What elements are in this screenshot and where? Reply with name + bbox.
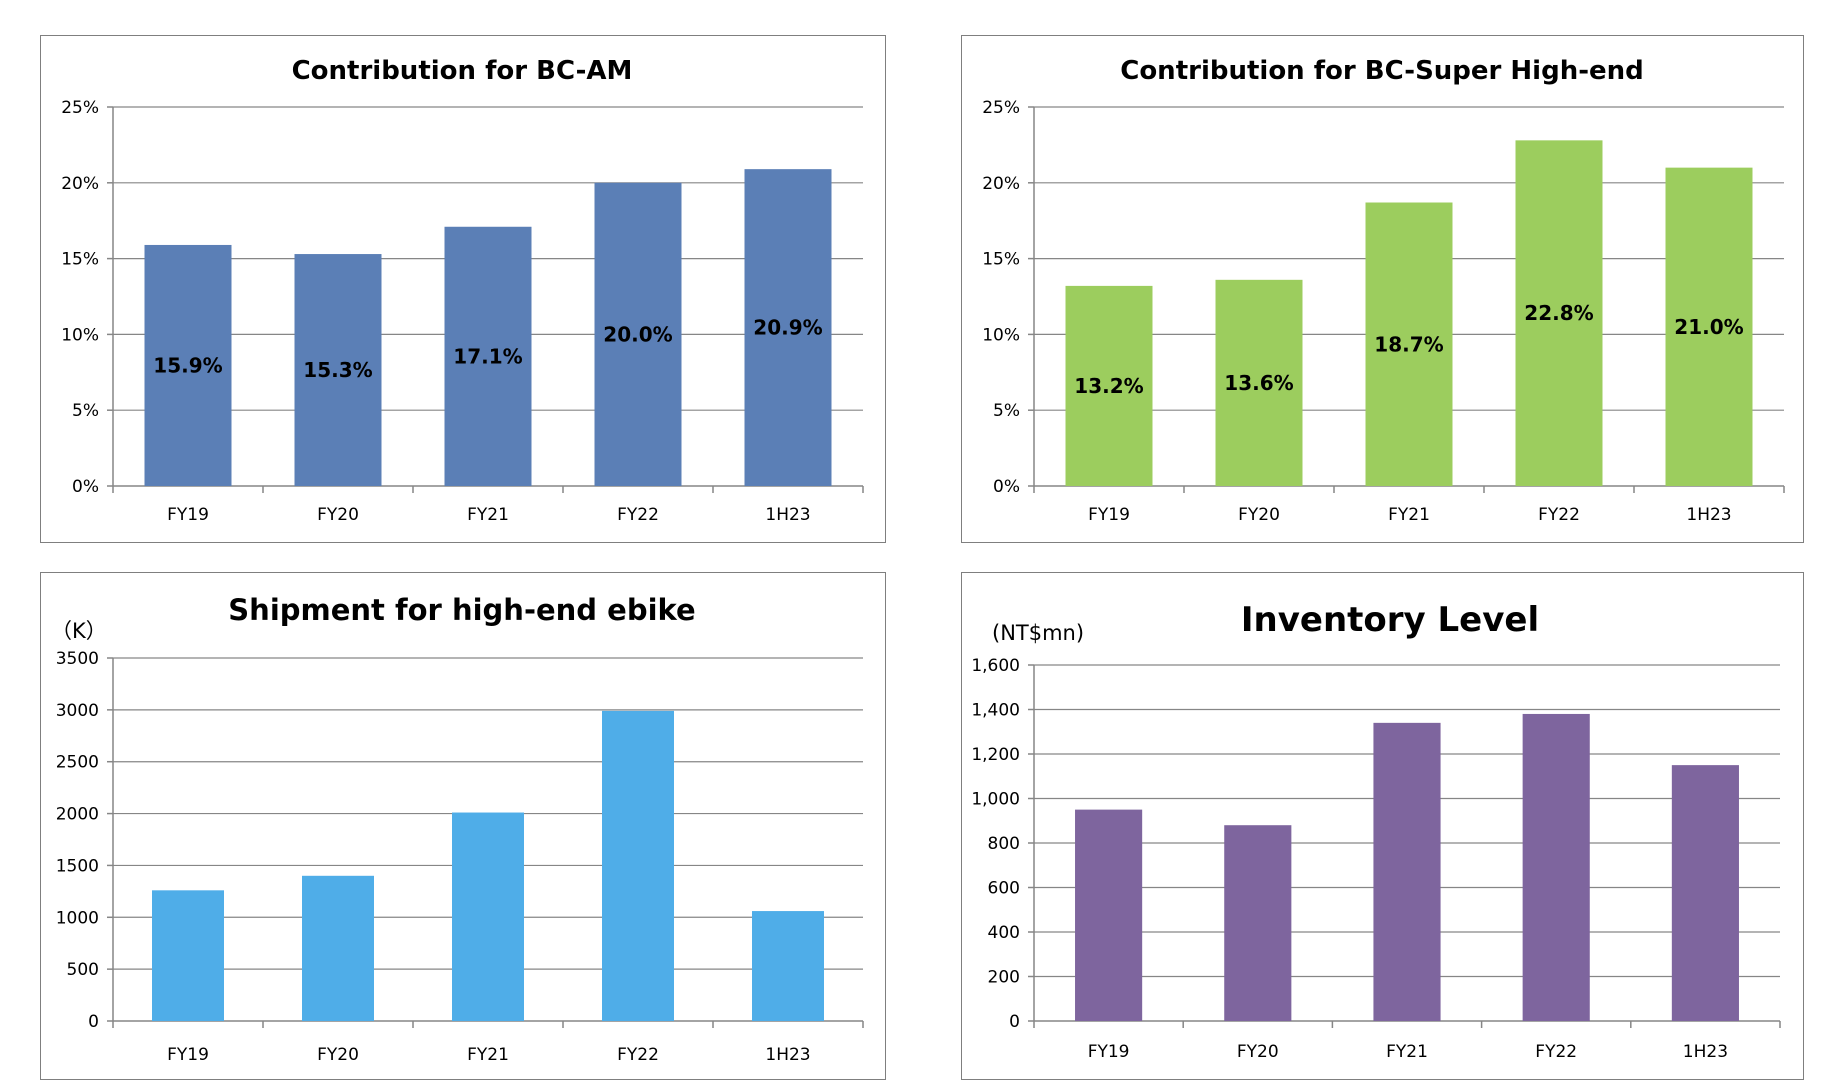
chart-bc-super-high-end: Contribution for BC-Super High-end 0% 5% 1… — [982, 56, 1785, 525]
bar — [1671, 765, 1739, 1021]
bar — [1665, 167, 1753, 486]
chart-title: Contribution for BC-Super High-end — [1120, 56, 1644, 86]
x-tick-label: FY20 — [317, 505, 359, 525]
x-tick-label: 1H23 — [765, 505, 810, 525]
y-tick-label: 400 — [988, 923, 1020, 943]
y-tick-label: 2000 — [56, 805, 99, 825]
x-tick-label: FY20 — [1238, 505, 1280, 525]
x-tick-label: FY19 — [167, 1045, 209, 1065]
chart-panel-inventory-level: Inventory Level (NT$mn) 0 200 400 600 800 1,0… — [961, 572, 1804, 1080]
y-tick-label: 800 — [988, 834, 1020, 854]
y-tick-label: 1000 — [56, 908, 99, 928]
y-tick-label: 0% — [993, 477, 1020, 497]
y-tick-label: 20% — [61, 174, 99, 194]
bar — [1075, 809, 1143, 1021]
x-tick-label: 1H23 — [1683, 1042, 1728, 1062]
y-tick-label: 15% — [982, 250, 1020, 270]
y-tick-label: 3000 — [56, 701, 99, 721]
bar — [152, 890, 224, 1021]
data-label: 17.1% — [453, 344, 522, 368]
chart-title: Contribution for BC-AM — [292, 56, 633, 86]
y-tick-label: 10% — [61, 325, 99, 345]
data-label: 20.9% — [753, 316, 822, 340]
chart-panel-bc-super-high-end: Contribution for BC-Super High-end 0% 5% 1… — [961, 35, 1804, 543]
y-tick-label: 5% — [72, 401, 99, 421]
x-tick-label: FY19 — [1088, 1042, 1130, 1062]
y-tick-label: 1500 — [56, 856, 99, 876]
bar — [1522, 713, 1590, 1021]
bar — [1215, 279, 1303, 486]
data-label: 15.9% — [153, 353, 222, 377]
chart-bc-am: Contribution for BC-AM 0% 5% 10% 15% 20% 25% F… — [61, 56, 864, 525]
bar — [602, 710, 674, 1021]
x-tick-label: FY20 — [1237, 1042, 1279, 1062]
x-tick-label: 1H23 — [1686, 505, 1731, 525]
y-tick-label: 25% — [982, 98, 1020, 118]
y-tick-label: 1,400 — [971, 701, 1020, 721]
y-tick-label: 3500 — [56, 649, 99, 669]
chart-panel-bc-am: Contribution for BC-AM 0% 5% 10% 15% 20% 25% F… — [40, 35, 886, 543]
y-tick-label: 0 — [1009, 1012, 1020, 1032]
data-label: 13.2% — [1074, 374, 1143, 398]
bar — [1373, 722, 1441, 1021]
y-tick-label: 1,000 — [971, 790, 1020, 810]
x-tick-label: FY20 — [317, 1045, 359, 1065]
x-tick-label: FY21 — [1388, 505, 1430, 525]
data-label: 21.0% — [1674, 315, 1743, 339]
data-label: 13.6% — [1224, 371, 1293, 395]
data-label: 15.3% — [303, 358, 372, 382]
chart-high-end-ebike-shipment: Shipment for high-end ebike （K） 0 500 1000… — [51, 593, 864, 1065]
x-tick-label: FY21 — [1386, 1042, 1428, 1062]
x-tick-label: FY22 — [1538, 505, 1580, 525]
y-tick-label: 1,200 — [971, 745, 1020, 765]
bar — [1515, 140, 1603, 486]
x-tick-label: FY21 — [467, 505, 509, 525]
bar — [744, 169, 832, 486]
y-tick-label: 15% — [61, 250, 99, 270]
bar — [594, 182, 682, 487]
data-label: 22.8% — [1524, 301, 1593, 325]
y-tick-label: 600 — [988, 879, 1020, 899]
y-tick-label: 5% — [993, 401, 1020, 421]
bar — [294, 254, 382, 486]
chart-inventory-level: Inventory Level (NT$mn) 0 200 400 600 800 1,0… — [971, 600, 1781, 1062]
bar — [144, 244, 232, 486]
y-tick-label: 25% — [61, 98, 99, 118]
bar — [1065, 285, 1153, 486]
bar — [452, 812, 524, 1021]
chart-title: Shipment for high-end ebike — [228, 593, 695, 627]
y-tick-label: 20% — [982, 174, 1020, 194]
x-tick-label: FY22 — [1535, 1042, 1577, 1062]
data-label: 18.7% — [1374, 332, 1443, 356]
x-tick-label: FY19 — [167, 505, 209, 525]
y-tick-label: 2500 — [56, 753, 99, 773]
chart-panel-high-end-ebike-shipment: Shipment for high-end ebike （K） 0 500 1000… — [40, 572, 886, 1080]
bar — [752, 911, 824, 1021]
bar — [1224, 825, 1292, 1021]
chart-title: Inventory Level — [1241, 600, 1539, 640]
x-tick-label: FY19 — [1088, 505, 1130, 525]
y-tick-label: 200 — [988, 968, 1020, 988]
bar — [302, 875, 374, 1021]
bar — [1365, 202, 1453, 486]
y-tick-label: 0% — [72, 477, 99, 497]
bar — [444, 226, 532, 487]
y-tick-label: 0 — [88, 1012, 99, 1032]
x-tick-label: FY22 — [617, 505, 659, 525]
x-tick-label: FY22 — [617, 1045, 659, 1065]
x-tick-label: FY21 — [467, 1045, 509, 1065]
chart-unit-label: (NT$mn) — [992, 621, 1084, 645]
x-tick-label: 1H23 — [765, 1045, 810, 1065]
y-tick-label: 500 — [67, 960, 99, 980]
y-tick-label: 10% — [982, 325, 1020, 345]
y-tick-label: 1,600 — [971, 656, 1020, 676]
chart-unit-label: （K） — [51, 619, 107, 643]
data-label: 20.0% — [603, 322, 672, 346]
